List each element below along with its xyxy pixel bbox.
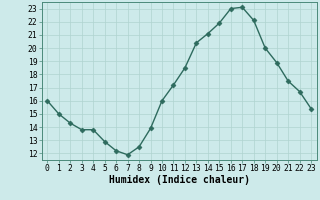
X-axis label: Humidex (Indice chaleur): Humidex (Indice chaleur) xyxy=(109,175,250,185)
